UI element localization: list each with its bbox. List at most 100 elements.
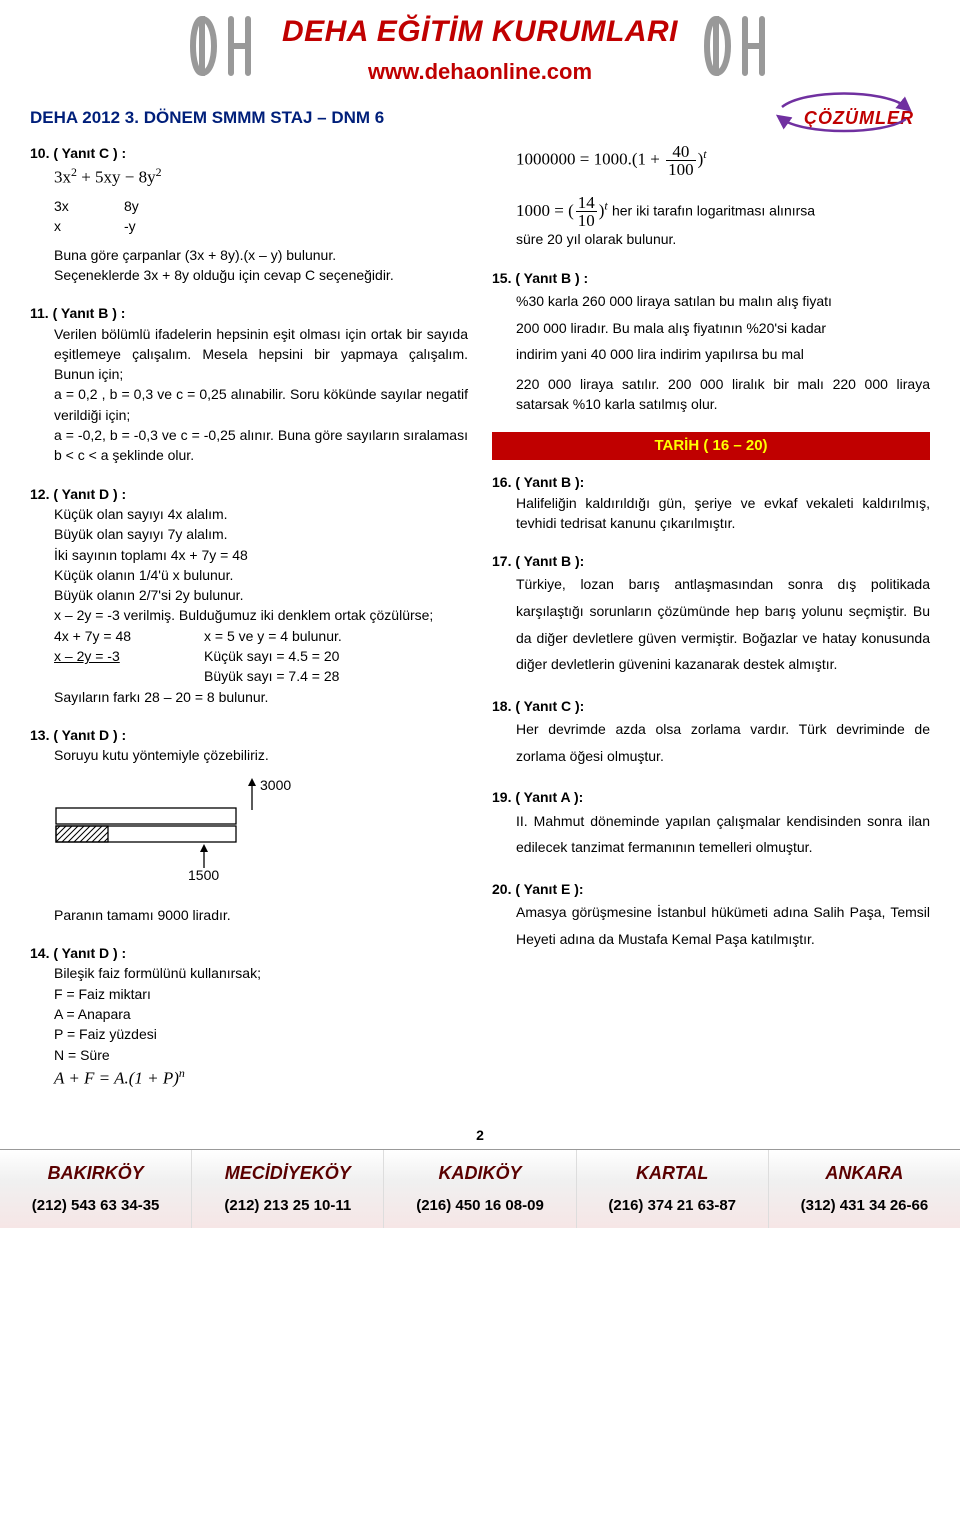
answer-19: 19. ( Yanıt A ): II. Mahmut döneminde ya… <box>492 787 930 860</box>
answer-12-l6: x – 2y = -3 verilmiş. Bulduğumuz iki den… <box>30 605 468 625</box>
answer-12-l2: Büyük olan sayıyı 7y alalım. <box>30 524 468 544</box>
brand-center: DEHA EĞİTİM KURUMLARI www.dehaonline.com <box>282 10 678 87</box>
answer-12-l5: Büyük olanın 2/7'si 2y bulunur. <box>30 585 468 605</box>
answer-13: 13. ( Yanıt D ) : Soruyu kutu yöntemiyle… <box>30 725 468 925</box>
answer-13-l2: Paranın tamamı 9000 liradır. <box>30 895 468 925</box>
answer-14: 14. ( Yanıt D ) : Bileşik faiz formülünü… <box>30 943 468 1091</box>
grid-cell: x <box>54 216 124 236</box>
grid-cell: 3x <box>54 196 124 216</box>
answer-17-body: Türkiye, lozan barış antlaşmasından sonr… <box>492 571 930 677</box>
answer-11-body: Verilen bölümlü ifadelerin hepsinin eşit… <box>30 324 468 385</box>
answer-16-body: Halifeliğin kaldırıldığı gün, şeriye ve … <box>492 493 930 534</box>
answer-12-row8: x – 2y = -3Küçük sayı = 4.5 = 20 <box>30 646 468 666</box>
answer-14-eq2-l2: süre 20 yıl olarak bulunur. <box>492 229 930 249</box>
answer-14-l5: N = Süre <box>30 1045 468 1065</box>
brand-url: www.dehaonline.com <box>282 56 678 88</box>
grid-cell: -y <box>124 216 194 236</box>
answer-12-row7: 4x + 7y = 48x = 5 ve y = 4 bulunur. <box>30 626 468 646</box>
answer-11-head: 11. ( Yanıt B ) : <box>30 303 468 323</box>
answer-14-eq2-tail: her iki tarafın logaritması alınırsa <box>612 203 815 219</box>
solutions-badge: ÇÖZÜMLER <box>788 103 930 133</box>
right-column: 1000000 = 1000.(1 + 40100)t 1000 = (1410… <box>492 143 930 1109</box>
logo-left-icon <box>188 13 258 84</box>
answer-15-head: 15. ( Yanıt B ) : <box>492 268 930 288</box>
brand-title: DEHA EĞİTİM KURUMLARI <box>282 10 678 54</box>
answer-15: 15. ( Yanıt B ) : %30 karla 260 000 lira… <box>492 268 930 415</box>
brand-row: DEHA EĞİTİM KURUMLARI www.dehaonline.com <box>0 10 960 87</box>
footer: BAKIRKÖY (212) 543 63 34-35 MECİDİYEKÖY … <box>0 1149 960 1228</box>
answer-17-head: 17. ( Yanıt B ): <box>492 551 930 571</box>
answer-12-l1: Küçük olan sayıyı 4x alalım. <box>30 504 468 524</box>
footer-phone: (312) 431 34 26-66 <box>773 1195 956 1217</box>
answer-10-l1: Buna göre çarpanlar (3x + 8y).(x – y) bu… <box>30 237 468 265</box>
answer-19-body: II. Mahmut döneminde yapılan çalışmalar … <box>492 808 930 861</box>
answer-11-l3: a = -0,2, b = -0,3 ve c = -0,25 alınır. … <box>30 425 468 466</box>
answer-13-head: 13. ( Yanıt D ) : <box>30 725 468 745</box>
answer-13-l1: Soruyu kutu yöntemiyle çözebiliriz. <box>30 745 468 765</box>
footer-cell: KADIKÖY (216) 450 16 08-09 <box>384 1150 576 1228</box>
answer-14-l2: F = Faiz miktarı <box>30 984 468 1004</box>
content: 10. ( Yanıt C ) : 3x2 + 5xy − 8y2 3x 8y … <box>0 143 960 1123</box>
answer-15-l2: 200 000 liradır. Bu mala alış fiyatının … <box>492 315 930 342</box>
swirl-icon <box>774 87 914 137</box>
exam-title: DEHA 2012 3. DÖNEM SMMM STAJ – DNM 6 <box>30 106 384 131</box>
answer-12: 12. ( Yanıt D ) : Küçük olan sayıyı 4x a… <box>30 484 468 707</box>
answer-19-head: 19. ( Yanıt A ): <box>492 787 930 807</box>
answer-16-head: 16. ( Yanıt B ): <box>492 472 930 492</box>
answer-17: 17. ( Yanıt B ): Türkiye, lozan barış an… <box>492 551 930 678</box>
answer-12-l4: Küçük olanın 1/4'ü x bulunur. <box>30 565 468 585</box>
answer-18: 18. ( Yanıt C ): Her devrimde azda olsa … <box>492 696 930 769</box>
answer-20-body: Amasya görüşmesine İstanbul hükümeti adı… <box>492 899 930 952</box>
answer-18-body: Her devrimde azda olsa zorlama vardır. T… <box>492 716 930 769</box>
answer-11-l2: a = 0,2 , b = 0,3 ve c = 0,25 alınabilir… <box>30 384 468 425</box>
answer-20: 20. ( Yanıt E ): Amasya görüşmesine İsta… <box>492 879 930 952</box>
answer-14-head: 14. ( Yanıt D ) : <box>30 943 468 963</box>
footer-city: ANKARA <box>773 1160 956 1186</box>
answer-12-l10: Sayıların farkı 28 – 20 = 8 bulunur. <box>30 687 468 707</box>
footer-cell: BAKIRKÖY (212) 543 63 34-35 <box>0 1150 192 1228</box>
answer-12-l9: Büyük sayı = 7.4 = 28 <box>30 666 468 686</box>
answer-11: 11. ( Yanıt B ) : Verilen bölümlü ifadel… <box>30 303 468 465</box>
section-tarih: TARİH ( 16 – 20) <box>492 432 930 460</box>
answer-13-diagram: 3000 1500 <box>54 772 468 889</box>
answer-10-grid: 3x 8y x -y <box>30 190 468 237</box>
answer-10-l2: Seçeneklerde 3x + 8y olduğu için cevap C… <box>30 265 468 285</box>
answer-10-formula: 3x2 + 5xy − 8y2 <box>30 164 468 190</box>
answer-15-l4: 220 000 liraya satılır. 200 000 liralık … <box>492 368 930 415</box>
footer-city: BAKIRKÖY <box>4 1160 187 1186</box>
footer-phone: (212) 213 25 10-11 <box>196 1195 379 1217</box>
footer-phone: (216) 450 16 08-09 <box>388 1195 571 1217</box>
answer-14-l3: A = Anapara <box>30 1004 468 1024</box>
answer-14-formula: A + F = A.(1 + P)n <box>30 1065 468 1091</box>
answer-14-l4: P = Faiz yüzdesi <box>30 1024 468 1044</box>
footer-phone: (216) 374 21 63-87 <box>581 1195 764 1217</box>
diagram-label-top: 3000 <box>260 777 291 793</box>
answer-14-cont: 1000000 = 1000.(1 + 40100)t 1000 = (1410… <box>492 143 930 249</box>
grid-cell: 8y <box>124 196 194 216</box>
answer-10-head: 10. ( Yanıt C ) : <box>30 143 468 163</box>
answer-14-eq1: 1000000 = 1000.(1 + 40100)t <box>492 143 930 178</box>
diagram-label-bot: 1500 <box>188 867 219 883</box>
footer-city: KADIKÖY <box>388 1160 571 1186</box>
footer-cell: KARTAL (216) 374 21 63-87 <box>577 1150 769 1228</box>
answer-15-l1: %30 karla 260 000 liraya satılan bu malı… <box>492 288 930 315</box>
answer-18-head: 18. ( Yanıt C ): <box>492 696 930 716</box>
page-number: 2 <box>0 1123 960 1149</box>
answer-20-head: 20. ( Yanıt E ): <box>492 879 930 899</box>
footer-phone: (212) 543 63 34-35 <box>4 1195 187 1217</box>
answer-15-l3: indirim yani 40 000 lira indirim yapılır… <box>492 341 930 368</box>
exam-row: DEHA 2012 3. DÖNEM SMMM STAJ – DNM 6 ÇÖZ… <box>0 99 960 143</box>
footer-city: KARTAL <box>581 1160 764 1186</box>
answer-10: 10. ( Yanıt C ) : 3x2 + 5xy − 8y2 3x 8y … <box>30 143 468 285</box>
answer-14-l1: Bileşik faiz formülünü kullanırsak; <box>30 963 468 983</box>
answer-16: 16. ( Yanıt B ): Halifeliğin kaldırıldığ… <box>492 472 930 533</box>
answer-14-eq2-row: 1000 = (1410)t her iki tarafın logaritma… <box>492 178 930 229</box>
logo-right-icon <box>702 13 772 84</box>
answer-12-l3: İki sayının toplamı 4x + 7y = 48 <box>30 545 468 565</box>
left-column: 10. ( Yanıt C ) : 3x2 + 5xy − 8y2 3x 8y … <box>30 143 468 1109</box>
header: DEHA EĞİTİM KURUMLARI www.dehaonline.com <box>0 0 960 99</box>
footer-cell: ANKARA (312) 431 34 26-66 <box>769 1150 960 1228</box>
answer-12-head: 12. ( Yanıt D ) : <box>30 484 468 504</box>
footer-cell: MECİDİYEKÖY (212) 213 25 10-11 <box>192 1150 384 1228</box>
footer-city: MECİDİYEKÖY <box>196 1160 379 1186</box>
